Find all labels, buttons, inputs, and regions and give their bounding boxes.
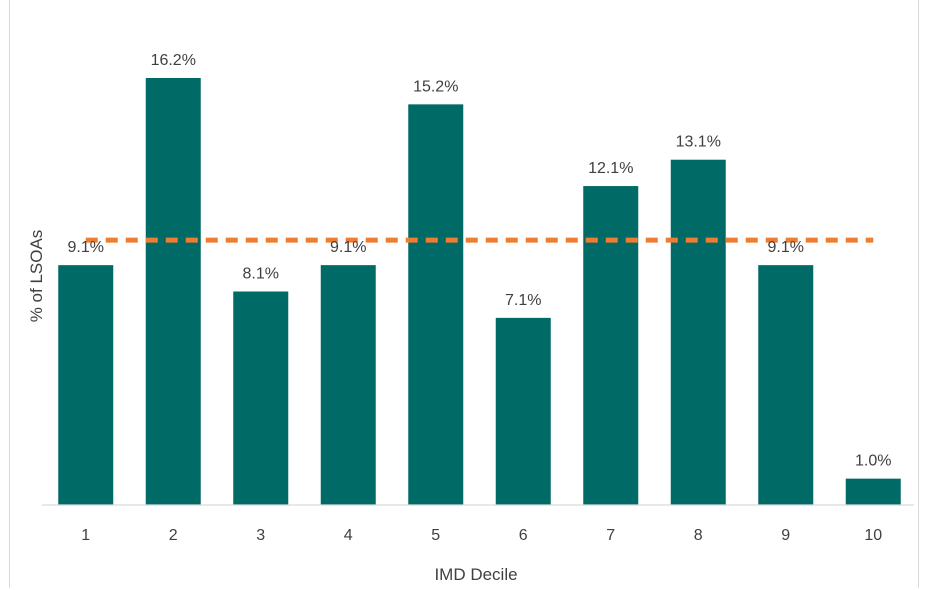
bar-decile-5 (408, 104, 464, 505)
x-tick-label-6: 6 (519, 527, 528, 544)
bar-decile-2 (145, 78, 201, 505)
data-label-decile-2: 16.2% (151, 52, 196, 69)
data-label-decile-4: 9.1% (330, 239, 366, 256)
data-label-decile-6: 7.1% (505, 292, 541, 309)
bar-decile-6 (495, 317, 551, 505)
data-label-decile-8: 13.1% (676, 134, 721, 151)
x-tick-label-3: 3 (256, 527, 265, 544)
data-label-decile-10: 1.0% (855, 453, 891, 470)
bar-decile-1 (58, 265, 114, 505)
bar-decile-7 (583, 186, 639, 505)
bars-group (58, 78, 901, 505)
y-axis-title: % of LSOAs (27, 230, 46, 323)
x-tick-labels-group: 1 2 3 4 5 6 7 8 9 10 (81, 527, 882, 544)
bar-decile-4 (320, 265, 376, 505)
x-tick-label-2: 2 (169, 527, 178, 544)
data-label-decile-7: 12.1% (588, 160, 633, 177)
bar-decile-10 (845, 478, 901, 505)
x-axis-title: IMD Decile (434, 565, 517, 584)
x-tick-label-8: 8 (694, 527, 703, 544)
x-tick-label-1: 1 (81, 527, 90, 544)
x-tick-label-10: 10 (864, 527, 882, 544)
bar-decile-3 (233, 291, 289, 505)
data-labels-group: 9.1% 16.2% 8.1% 9.1% 15.2% 7.1% 12.1% 13.1% 9.1%… (68, 52, 892, 470)
x-tick-label-7: 7 (606, 527, 615, 544)
data-label-decile-3: 8.1% (243, 266, 279, 283)
data-label-decile-9: 9.1% (768, 239, 804, 256)
x-tick-label-4: 4 (344, 527, 353, 544)
bar-decile-9 (758, 265, 814, 505)
x-tick-label-9: 9 (781, 527, 790, 544)
data-label-decile-5: 15.2% (413, 78, 458, 95)
x-tick-label-5: 5 (431, 527, 440, 544)
bar-decile-8 (670, 159, 726, 505)
data-label-decile-1: 9.1% (68, 239, 104, 256)
